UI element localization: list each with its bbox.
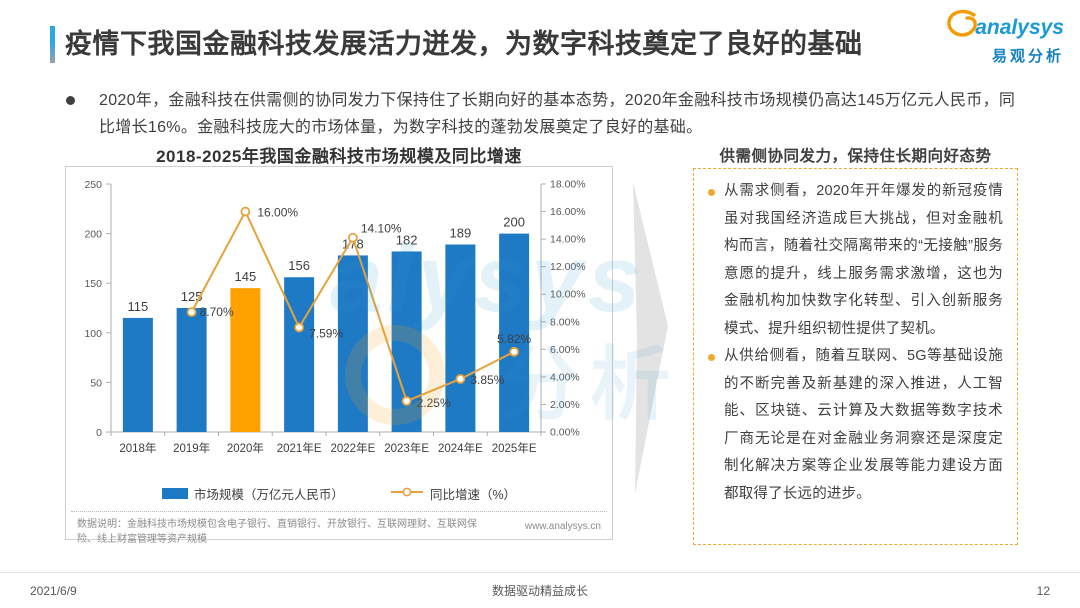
legend-bar-label: 市场规模（万亿元人民币） — [193, 487, 344, 502]
line-value-label: 8.70% — [200, 305, 234, 319]
bar-2018年 — [122, 317, 153, 432]
x-axis-label: 2023年E — [384, 441, 429, 455]
left-axis-tick: 250 — [84, 179, 102, 191]
right-axis-tick: 16.00% — [550, 206, 586, 218]
summary-text: 2020年，金融科技在供需侧的协同发力下保持住了长期向好的基本态势，2020年金… — [99, 92, 1016, 136]
insight-item-demand: 从需求侧看，2020年开年爆发的新冠疫情虽对我国经济造成巨大挑战，但对金融机构而… — [706, 178, 1003, 343]
data-note: 数据说明：金融科技市场规模包含电子银行、直销银行、开放银行、互联网理财、互联网保… — [77, 519, 477, 545]
logo-brand-text: analysys — [975, 15, 1064, 39]
left-axis-tick: 100 — [84, 328, 102, 340]
insight-item-supply: 从供给侧看，随着互联网、5G等基础设施的不断完善及新基建的深入推进，人工智能、区… — [706, 343, 1003, 508]
right-axis-tick: 8.00% — [550, 316, 580, 328]
bar-value-label: 115 — [128, 299, 149, 314]
right-axis-tick: 0.00% — [550, 427, 580, 439]
chart-legend: 市场规模（万亿元人民币） 同比增速（%） — [71, 481, 607, 505]
bar-2021年E — [284, 277, 315, 432]
legend-line-label: 同比增速（%） — [429, 487, 517, 502]
footer-date: 2021/6/9 — [30, 583, 77, 598]
logo-swirl-icon — [943, 8, 983, 47]
header: 疫情下我国金融科技发展活力迸发，为数字科技奠定了良好的基础 — [50, 26, 930, 63]
chart-footnote-row: 数据说明：金融科技市场规模包含电子银行、直销银行、开放银行、互联网理财、互联网保… — [71, 511, 607, 547]
right-axis-tick: 18.00% — [550, 179, 586, 191]
bullet-dot-icon — [66, 96, 75, 105]
x-axis-label: 2025年E — [492, 441, 537, 455]
page-number: 12 — [1036, 583, 1050, 598]
summary-bullet: 2020年，金融科技在供需侧的协同发力下保持住了长期向好的基本态势，2020年金… — [66, 88, 1026, 142]
bar-value-label: 200 — [503, 215, 525, 230]
bar-value-label: 182 — [396, 232, 418, 247]
bar-2025年E — [499, 233, 530, 432]
bar-value-label: 156 — [288, 258, 310, 273]
bar-swatch-icon — [161, 487, 188, 499]
chart-container: 0 50 100 150 200 250 0.00% 2.00% 4.00% 6.00% 8.00%… — [65, 166, 613, 545]
market-size-growth-chart: 0 50 100 150 200 250 0.00% 2.00% 4.00% 6.00% 8.00%… — [84, 179, 586, 456]
left-axis-tick: 150 — [84, 278, 102, 290]
panel-title: 供需侧协同发力，保持住长期向好态势 — [719, 148, 992, 165]
title-accent-bar — [50, 26, 55, 63]
x-axis-label: 2022年E — [330, 441, 375, 455]
line-value-label: 14.10% — [361, 222, 402, 236]
x-axis-label: 2019年 — [173, 441, 210, 455]
right-axis-tick: 10.00% — [550, 289, 586, 301]
chart-title: 2018-2025年我国金融科技市场规模及同比增速 — [156, 147, 522, 166]
logo-brand-cn: 易观分析 — [991, 48, 1064, 65]
right-axis-tick: 4.00% — [550, 371, 580, 383]
line-value-label: 2.25% — [417, 396, 451, 410]
x-axis-label: 2024年E — [438, 441, 483, 455]
right-axis-tick: 2.00% — [550, 399, 580, 411]
x-axis-label: 2018年 — [119, 441, 156, 455]
left-axis-tick: 50 — [90, 377, 102, 389]
page-title: 疫情下我国金融科技发展活力迸发，为数字科技奠定了良好的基础 — [65, 29, 863, 59]
x-axis-label: 2020年 — [227, 441, 264, 455]
footer-slogan: 数据驱动精益成长 — [491, 584, 588, 598]
insight-list: 从需求侧看，2020年开年爆发的新冠疫情虽对我国经济造成巨大挑战，但对金融机构而… — [706, 178, 1003, 509]
legend-item-bar: 市场规模（万亿元人民币） — [161, 484, 344, 503]
insight-panel: 从需求侧看，2020年开年爆发的新冠疫情虽对我国经济造成巨大挑战，但对金融机构而… — [693, 168, 1018, 545]
footer: 2021/6/9 数据驱动精益成长 12 — [0, 572, 1080, 608]
right-axis-tick: 6.00% — [550, 344, 580, 356]
analysys-logo: analysys 易观分析 — [934, 8, 1064, 66]
right-axis-tick: 14.00% — [550, 234, 586, 246]
left-axis-tick: 200 — [84, 229, 102, 241]
line-marker-icon — [390, 486, 424, 501]
right-axis-tick: 12.00% — [550, 261, 586, 273]
bar-value-label: 189 — [450, 226, 472, 241]
x-axis-label: 2021年E — [277, 441, 322, 455]
bar-2024年E — [445, 244, 476, 432]
left-axis-tick: 0 — [96, 427, 102, 439]
line-value-label: 3.85% — [470, 373, 504, 387]
bar-2020年 — [230, 288, 261, 432]
line-value-label: 7.59% — [309, 326, 343, 340]
line-value-label: 5.82% — [497, 332, 531, 346]
legend-item-line: 同比增速（%） — [390, 484, 516, 503]
line-value-label: 16.00% — [257, 206, 298, 220]
source-link[interactable]: www.analysys.cn — [524, 521, 601, 532]
bar-value-label: 145 — [235, 269, 257, 284]
bar-2022年E — [337, 255, 368, 432]
transition-arrow-icon — [633, 182, 668, 494]
bar-2019年 — [176, 308, 207, 432]
